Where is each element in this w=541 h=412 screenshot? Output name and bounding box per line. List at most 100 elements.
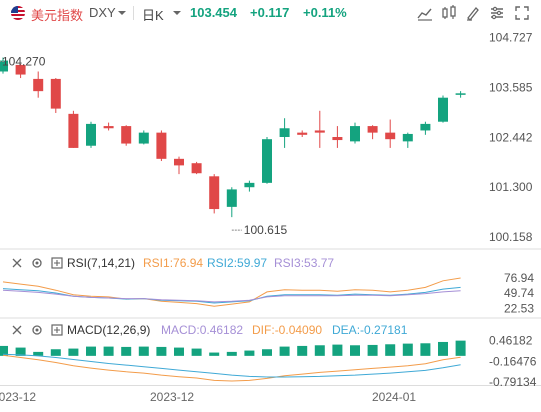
candle-body xyxy=(33,78,44,92)
macd-bar xyxy=(15,347,26,356)
candle-body xyxy=(103,126,114,129)
candle-body xyxy=(262,139,272,183)
low-label: 100.615 xyxy=(244,223,288,237)
macd-bar xyxy=(279,346,290,356)
candle-body xyxy=(455,93,466,95)
candle-body xyxy=(332,137,343,141)
draw-tool-icon[interactable] xyxy=(464,4,482,22)
x-tick-label: 2023-12 xyxy=(0,390,36,404)
candle-body xyxy=(209,176,220,210)
divider xyxy=(133,6,134,20)
indicator-box-icon[interactable] xyxy=(51,257,63,269)
candle-body xyxy=(15,64,26,75)
macd-bar xyxy=(244,350,255,356)
rsi-y-tick-label: 22.53 xyxy=(504,301,534,315)
macd-y-tick-label: -0.16476 xyxy=(489,354,537,368)
macd-line xyxy=(2,353,461,378)
macd-bar xyxy=(0,345,8,356)
last-price: 103.454 xyxy=(190,5,237,20)
compare-icon[interactable] xyxy=(440,4,458,22)
macd-bar xyxy=(209,352,220,356)
macd-bar xyxy=(33,351,44,356)
rsi2-legend: RSI2:59.97 xyxy=(207,256,268,270)
dif-legend: DIF:-0.04090 xyxy=(252,323,323,337)
candle-body xyxy=(156,132,167,159)
candle-body xyxy=(121,126,132,144)
y-tick-label: 103.585 xyxy=(489,80,533,94)
rsi-y-tick-label: 49.74 xyxy=(504,286,534,300)
macd-bar xyxy=(50,349,61,356)
rsi-line xyxy=(2,289,461,303)
macd-bar xyxy=(191,348,202,356)
indicator-icon[interactable] xyxy=(416,4,434,22)
collapse-icon[interactable] xyxy=(11,257,23,269)
rsi3-legend: RSI3:53.77 xyxy=(274,256,335,270)
instrument-symbol[interactable]: DXY xyxy=(89,5,116,20)
x-tick-label: 2024-01 xyxy=(372,390,416,404)
chart-canvas[interactable]: 104.727 103.585 102.442 101.300 100.158 104.2… xyxy=(0,26,541,412)
macd-bar xyxy=(174,347,184,356)
candle-body xyxy=(244,182,255,188)
high-label: 104.270 xyxy=(2,55,46,69)
candle-body xyxy=(50,78,61,109)
macd-y-tick-label: -0.79134 xyxy=(489,375,537,389)
candle-body xyxy=(226,189,237,207)
macd-bar xyxy=(314,345,325,356)
chevron-down-icon[interactable] xyxy=(172,5,190,23)
macd-bar xyxy=(420,343,431,356)
macd-line xyxy=(2,354,461,382)
x-tick-label: 2023-12 xyxy=(150,390,194,404)
macd-label: MACD(12,26,9) xyxy=(67,323,151,337)
candle-body xyxy=(367,126,378,133)
macd-bar xyxy=(156,346,167,356)
instrument-name[interactable]: 美元指数 xyxy=(31,8,84,23)
price-change-percent: +0.11% xyxy=(303,5,347,20)
candle-body xyxy=(314,130,325,133)
settings-icon[interactable] xyxy=(488,4,506,22)
macd-bar xyxy=(138,346,149,356)
macd-bar xyxy=(262,349,272,356)
macd-bar xyxy=(367,344,378,356)
candle-body xyxy=(297,132,308,135)
rsi-y-tick-label: 76.94 xyxy=(504,271,534,285)
fullscreen-icon[interactable] xyxy=(513,4,531,22)
quote-header: 美元指数 DXY 日K 103.454 +0.117 +0.11% xyxy=(0,0,541,26)
candle-body xyxy=(420,123,431,131)
y-tick-label: 100.158 xyxy=(489,230,533,244)
macd-bar xyxy=(103,346,114,356)
rsi-line xyxy=(2,277,461,307)
candle-body xyxy=(0,60,8,72)
gear-icon[interactable] xyxy=(31,324,43,336)
chevron-down-icon[interactable] xyxy=(117,5,135,23)
rsi-label: RSI(7,14,21) xyxy=(67,256,136,270)
candle-body xyxy=(86,123,96,146)
candle-body xyxy=(385,132,396,140)
macd-bar xyxy=(332,344,343,356)
y-tick-label: 101.300 xyxy=(489,180,533,194)
y-tick-label: 104.727 xyxy=(489,31,533,45)
macd-bar xyxy=(297,345,308,356)
candle-body xyxy=(438,97,448,122)
macd-bar xyxy=(455,340,466,356)
gear-icon[interactable] xyxy=(31,257,43,269)
candle-body xyxy=(350,126,360,142)
period-selector[interactable]: 日K xyxy=(142,8,164,23)
candle-body xyxy=(138,132,149,144)
macd-legend: MACD:0.46182 xyxy=(161,323,244,337)
macd-bar xyxy=(226,351,237,356)
collapse-icon[interactable] xyxy=(11,324,23,336)
indicator-box-icon[interactable] xyxy=(51,324,63,336)
candle-body xyxy=(402,133,413,142)
macd-bar xyxy=(438,341,448,356)
macd-bar xyxy=(68,348,79,356)
candle-body xyxy=(191,163,202,174)
candle-body xyxy=(174,158,184,166)
macd-y-tick-label: 0.46182 xyxy=(489,334,533,348)
y-tick-label: 102.442 xyxy=(489,130,533,144)
candle-body xyxy=(68,113,79,148)
candle-body xyxy=(279,128,290,137)
us-flag-icon xyxy=(11,6,25,20)
macd-bar xyxy=(402,343,413,356)
macd-bar xyxy=(385,344,396,356)
dea-legend: DEA:-0.27181 xyxy=(332,323,408,337)
